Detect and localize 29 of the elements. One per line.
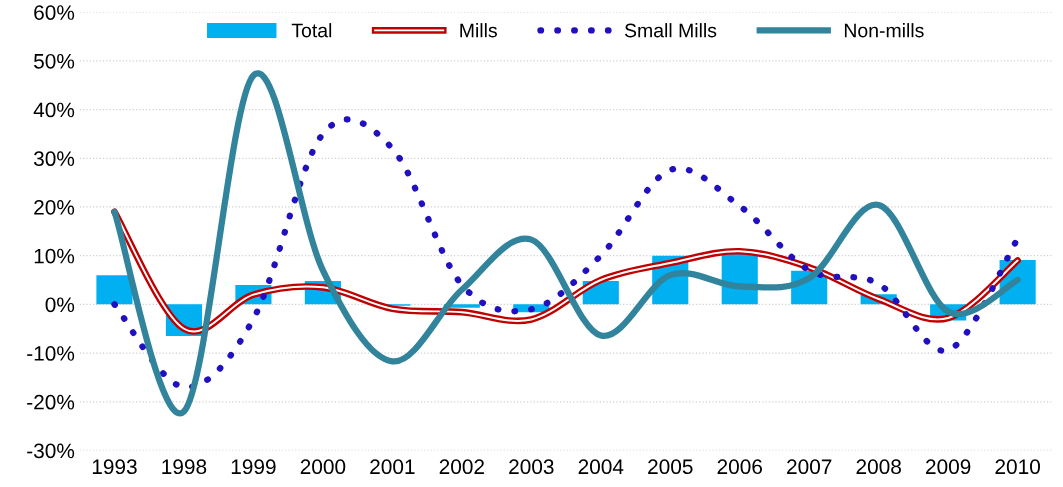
y-tick-label: -30% <box>27 443 75 459</box>
x-tick-label: 2010 <box>995 459 1040 475</box>
x-tick-label: 2001 <box>370 459 415 475</box>
y-tick-label: 10% <box>34 248 75 264</box>
x-tick-label: 2007 <box>787 459 832 475</box>
x-tick-label: 2003 <box>509 459 554 475</box>
y-tick-label: 60% <box>34 5 75 20</box>
legend-label: Mills <box>460 23 497 38</box>
x-tick-label: 1993 <box>92 459 137 475</box>
y-tick-label: 40% <box>33 102 75 118</box>
bar <box>96 275 133 305</box>
legend-label: Small Mills <box>624 23 717 38</box>
x-tick-label: 1999 <box>231 459 276 475</box>
y-tick-label: 30% <box>33 151 75 167</box>
y-tick-label: -10% <box>27 346 75 361</box>
x-tick-label: 2002 <box>439 459 484 475</box>
x-tick-label: 2000 <box>300 459 346 475</box>
x-tick-label: 1998 <box>162 459 207 475</box>
x-tick-label: 2005 <box>648 459 693 475</box>
legend-label: Total <box>291 23 332 38</box>
x-tick-label: 2006 <box>717 459 762 475</box>
y-tick-label: -20% <box>27 394 75 410</box>
x-tick-label: 2008 <box>856 459 901 475</box>
x-tick-label: 2009 <box>926 459 971 475</box>
legend-label: Non-mills <box>844 23 924 38</box>
x-tick-label: 2004 <box>578 459 624 475</box>
y-tick-label: 50% <box>34 53 75 69</box>
y-tick-label: 0% <box>45 297 75 313</box>
y-tick-label: 20% <box>34 199 75 215</box>
